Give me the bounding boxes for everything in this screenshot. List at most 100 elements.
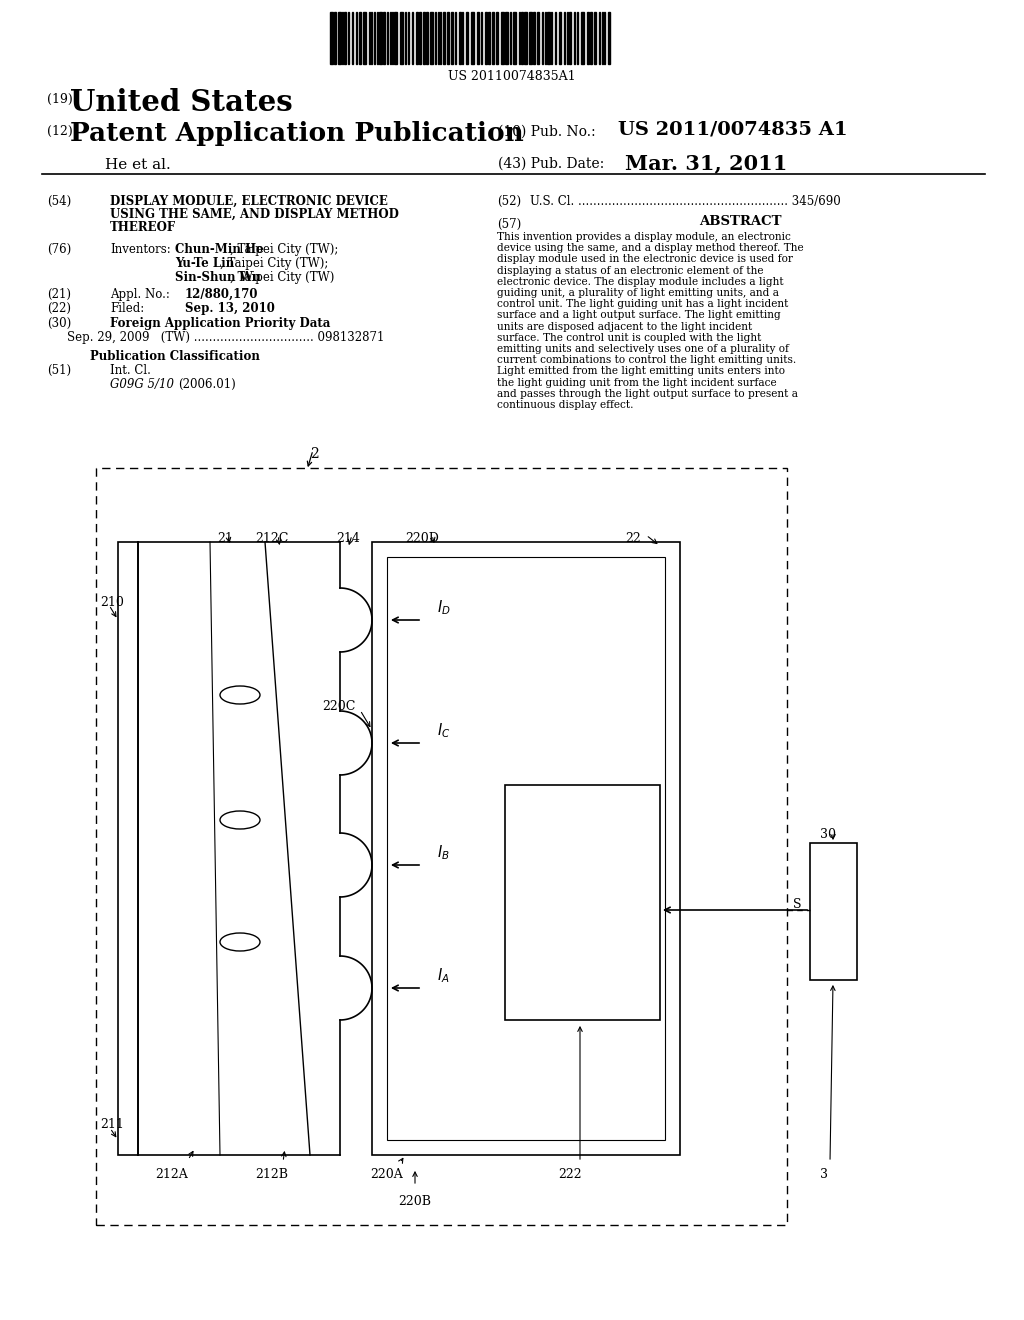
Text: Chun-Min He: Chun-Min He — [175, 243, 264, 256]
Text: 3: 3 — [820, 1168, 828, 1181]
Text: Appl. No.:: Appl. No.: — [110, 288, 170, 301]
Text: USING THE SAME, AND DISPLAY METHOD: USING THE SAME, AND DISPLAY METHOD — [110, 209, 399, 220]
Text: the light guiding unit from the light incident surface: the light guiding unit from the light in… — [497, 378, 776, 388]
Text: 220A: 220A — [370, 1168, 402, 1181]
Text: ABSTRACT: ABSTRACT — [698, 215, 781, 228]
Text: He et al.: He et al. — [105, 158, 171, 172]
Text: 220B: 220B — [398, 1195, 431, 1208]
Text: 222: 222 — [558, 1168, 582, 1181]
Text: $I_A$: $I_A$ — [437, 966, 450, 985]
Text: 2: 2 — [310, 447, 318, 461]
Bar — [529, 12, 532, 63]
Bar — [334, 12, 336, 63]
Bar — [466, 12, 468, 63]
Text: 211: 211 — [100, 1118, 124, 1131]
Bar — [534, 12, 535, 63]
Text: (21): (21) — [47, 288, 71, 301]
Ellipse shape — [220, 686, 260, 704]
Text: 30: 30 — [820, 828, 836, 841]
Text: (2006.01): (2006.01) — [178, 378, 236, 391]
Text: 12/880,170: 12/880,170 — [185, 288, 258, 301]
Text: DISPLAY MODULE, ELECTRONIC DEVICE: DISPLAY MODULE, ELECTRONIC DEVICE — [110, 195, 388, 209]
Bar — [419, 12, 421, 63]
Text: Inventors:: Inventors: — [110, 243, 171, 256]
Bar — [513, 12, 516, 63]
Text: Mar. 31, 2011: Mar. 31, 2011 — [625, 153, 787, 173]
Text: (10) Pub. No.:: (10) Pub. No.: — [498, 125, 596, 139]
Bar — [569, 12, 571, 63]
Text: surface and a light output surface. The light emitting: surface and a light output surface. The … — [497, 310, 780, 321]
Bar — [587, 12, 589, 63]
Bar — [96, 469, 787, 1225]
Bar — [451, 12, 453, 63]
Text: (12): (12) — [47, 125, 73, 139]
Bar — [537, 12, 539, 63]
Text: continuous display effect.: continuous display effect. — [497, 400, 634, 411]
Text: device using the same, and a display method thereof. The: device using the same, and a display met… — [497, 243, 804, 253]
Bar — [330, 12, 333, 63]
Text: 220C: 220C — [322, 700, 355, 713]
Bar — [359, 12, 361, 63]
Text: Yu-Te Lin: Yu-Te Lin — [175, 257, 234, 271]
Bar — [477, 12, 479, 63]
Bar — [118, 543, 138, 1155]
Text: (22): (22) — [47, 302, 71, 315]
Bar — [344, 12, 346, 63]
Bar — [400, 12, 403, 63]
Text: Light emitted from the light emitting units enters into: Light emitted from the light emitting un… — [497, 367, 785, 376]
Text: 21: 21 — [217, 532, 232, 545]
Text: guiding unit, a plurality of light emitting units, and a: guiding unit, a plurality of light emitt… — [497, 288, 779, 298]
Text: (19): (19) — [47, 92, 73, 106]
Bar — [416, 12, 418, 63]
Text: S: S — [793, 898, 802, 911]
Bar — [524, 12, 527, 63]
Text: , Taipei City (TW): , Taipei City (TW) — [230, 271, 335, 284]
Text: (54): (54) — [47, 195, 72, 209]
Bar — [501, 12, 504, 63]
Text: Patent Application Publication: Patent Application Publication — [70, 121, 523, 147]
Text: (51): (51) — [47, 364, 71, 378]
Bar — [505, 12, 508, 63]
Text: displaying a status of an electronic element of the: displaying a status of an electronic ele… — [497, 265, 764, 276]
Bar — [485, 12, 487, 63]
Text: 212B: 212B — [255, 1168, 288, 1181]
Ellipse shape — [220, 810, 260, 829]
Bar — [423, 12, 425, 63]
Text: Sep. 13, 2010: Sep. 13, 2010 — [185, 302, 274, 315]
Text: (43) Pub. Date:: (43) Pub. Date: — [498, 157, 604, 172]
Bar — [492, 12, 494, 63]
Text: electronic device. The display module includes a light: electronic device. The display module in… — [497, 277, 783, 286]
Text: Publication Classification: Publication Classification — [90, 350, 260, 363]
Bar — [488, 12, 490, 63]
Text: emitting units and selectively uses one of a plurality of: emitting units and selectively uses one … — [497, 345, 788, 354]
Bar — [521, 12, 523, 63]
Bar — [430, 12, 433, 63]
Text: 212A: 212A — [155, 1168, 187, 1181]
Text: , Taipei City (TW);: , Taipei City (TW); — [220, 257, 329, 271]
Text: $I_D$: $I_D$ — [437, 598, 451, 616]
Text: and passes through the light output surface to present a: and passes through the light output surf… — [497, 389, 798, 399]
Text: United States: United States — [70, 88, 293, 117]
Text: (52): (52) — [497, 195, 521, 209]
Text: 214: 214 — [336, 532, 359, 545]
Bar — [372, 543, 680, 1155]
Bar — [581, 12, 584, 63]
Bar — [810, 843, 857, 979]
Text: 210: 210 — [100, 597, 124, 609]
Bar — [394, 12, 397, 63]
Bar — [547, 12, 550, 63]
Text: $I_B$: $I_B$ — [437, 843, 450, 862]
Text: units are disposed adjacent to the light incident: units are disposed adjacent to the light… — [497, 322, 753, 331]
Bar — [387, 557, 665, 1140]
Text: US 20110074835A1: US 20110074835A1 — [449, 70, 575, 83]
Text: 22: 22 — [625, 532, 641, 545]
Text: Sep. 29, 2009   (TW) ................................ 098132871: Sep. 29, 2009 (TW) .....................… — [67, 331, 384, 345]
Text: display module used in the electronic device is used for: display module used in the electronic de… — [497, 255, 793, 264]
Bar — [590, 12, 592, 63]
Text: G09G 5/10: G09G 5/10 — [110, 378, 174, 391]
Text: U.S. Cl. ........................................................ 345/690: U.S. Cl. ...............................… — [530, 195, 841, 209]
Bar — [379, 12, 382, 63]
Bar — [594, 12, 596, 63]
Text: US 2011/0074835 A1: US 2011/0074835 A1 — [618, 120, 848, 139]
Bar — [383, 12, 385, 63]
